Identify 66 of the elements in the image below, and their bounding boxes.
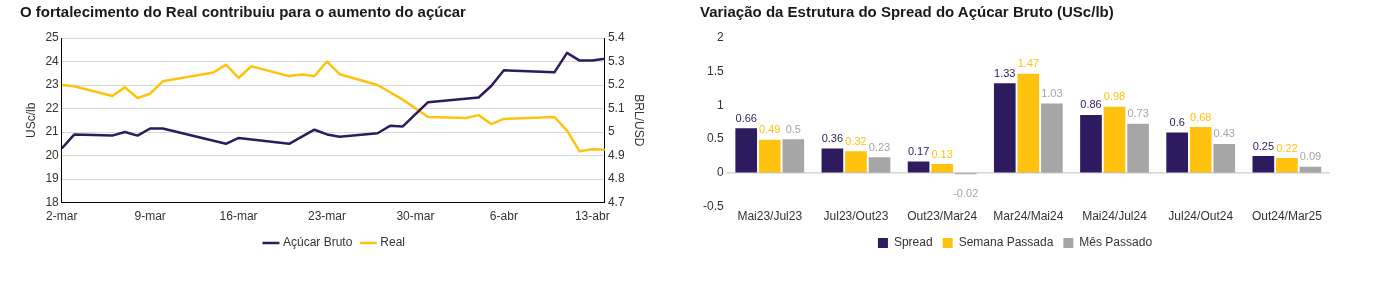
y-tick-label: 22 [45,100,60,115]
data-label: 0.5 [785,122,801,135]
data-label: 0.23 [868,140,891,153]
x-tick-label: Mai23/Jul23 [737,209,803,224]
y-tick-label: 0 [716,165,724,180]
data-label: 0.09 [1299,150,1322,163]
y-tick-label: 25 [45,30,60,45]
chart-title: O fortalecimento do Real contribuiu para o aumento do açúcar [20,3,467,21]
chart-title: Variação da Estrutura do Spread do Açúcar Bruto (USc/lb) [700,3,1114,21]
data-label: 1.03 [1041,86,1063,99]
x-tick-label: 9-mar [134,209,166,224]
y-tick-label: 2 [716,30,724,45]
data-label: 0.32 [845,134,867,147]
data-label: 0.25 [1252,139,1275,152]
y-tick-label: 18 [45,194,60,209]
x-tick-label: 30-mar [396,209,435,224]
y2-tick-label: 5 [607,124,615,139]
y-tick-label: 24 [45,53,60,68]
y-tick-label: -0.5 [702,198,724,213]
y2-tick-label: 4.7 [607,194,625,209]
x-tick-label: Jul24/Out24 [1168,209,1234,224]
y-tick-label: 23 [45,77,60,92]
x-tick-label: 13-abr [574,209,610,224]
x-tick-label: 6-abr [489,209,518,224]
y-tick-label: 21 [45,124,60,139]
legend-label: Real [380,235,406,250]
y2-tick-label: 4.9 [607,147,625,162]
data-label: 0.22 [1276,141,1298,154]
data-label: 1.47 [1017,57,1040,70]
y-tick-label: 1.5 [706,64,724,79]
x-tick-label: 23-mar [308,209,347,224]
data-label: 0.13 [931,147,953,160]
x-tick-label: Jul23/Out23 [823,209,889,224]
y2-tick-label: 5.1 [607,100,625,115]
data-label: -0.02 [953,186,979,199]
x-tick-label: Mar24/Mai24 [993,209,1064,224]
y-tick-label: 1 [716,97,724,112]
data-label: 0.73 [1127,107,1149,120]
y-tick-label: 19 [45,171,60,186]
data-label: 0.98 [1103,90,1126,103]
data-label: 0.66 [735,111,757,124]
data-label: 1.33 [994,66,1016,79]
data-label: 0.68 [1190,110,1212,123]
legend-label: Açúcar Bruto [282,235,353,250]
data-label: 0.49 [759,123,781,136]
x-tick-label: 16-mar [219,209,258,224]
y-tick-label: 20 [45,147,60,162]
y2-tick-label: 5.3 [607,53,625,68]
data-label: 0.17 [907,144,930,157]
y2-axis-title: BRL/USD [632,94,647,147]
y-tick-label: 0.5 [706,131,724,146]
y2-tick-label: 5.4 [607,30,625,45]
legend-label: Mês Passado [1079,235,1153,250]
x-tick-label: 2-mar [46,209,78,224]
x-tick-label: Out24/Mar25 [1251,209,1323,224]
data-label: 0.36 [821,132,844,145]
x-tick-label: Out23/Mar24 [907,209,978,224]
legend-label: Spread [893,235,933,250]
x-tick-label: Mai24/Jul24 [1082,209,1148,224]
y-axis-title: USc/lb [23,102,38,138]
y2-tick-label: 5.2 [607,77,625,92]
y2-tick-label: 4.8 [607,171,625,186]
data-label: 0.6 [1169,115,1185,128]
data-label: 0.86 [1080,98,1102,111]
data-label: 0.43 [1213,127,1235,140]
legend-label: Semana Passada [958,235,1054,250]
